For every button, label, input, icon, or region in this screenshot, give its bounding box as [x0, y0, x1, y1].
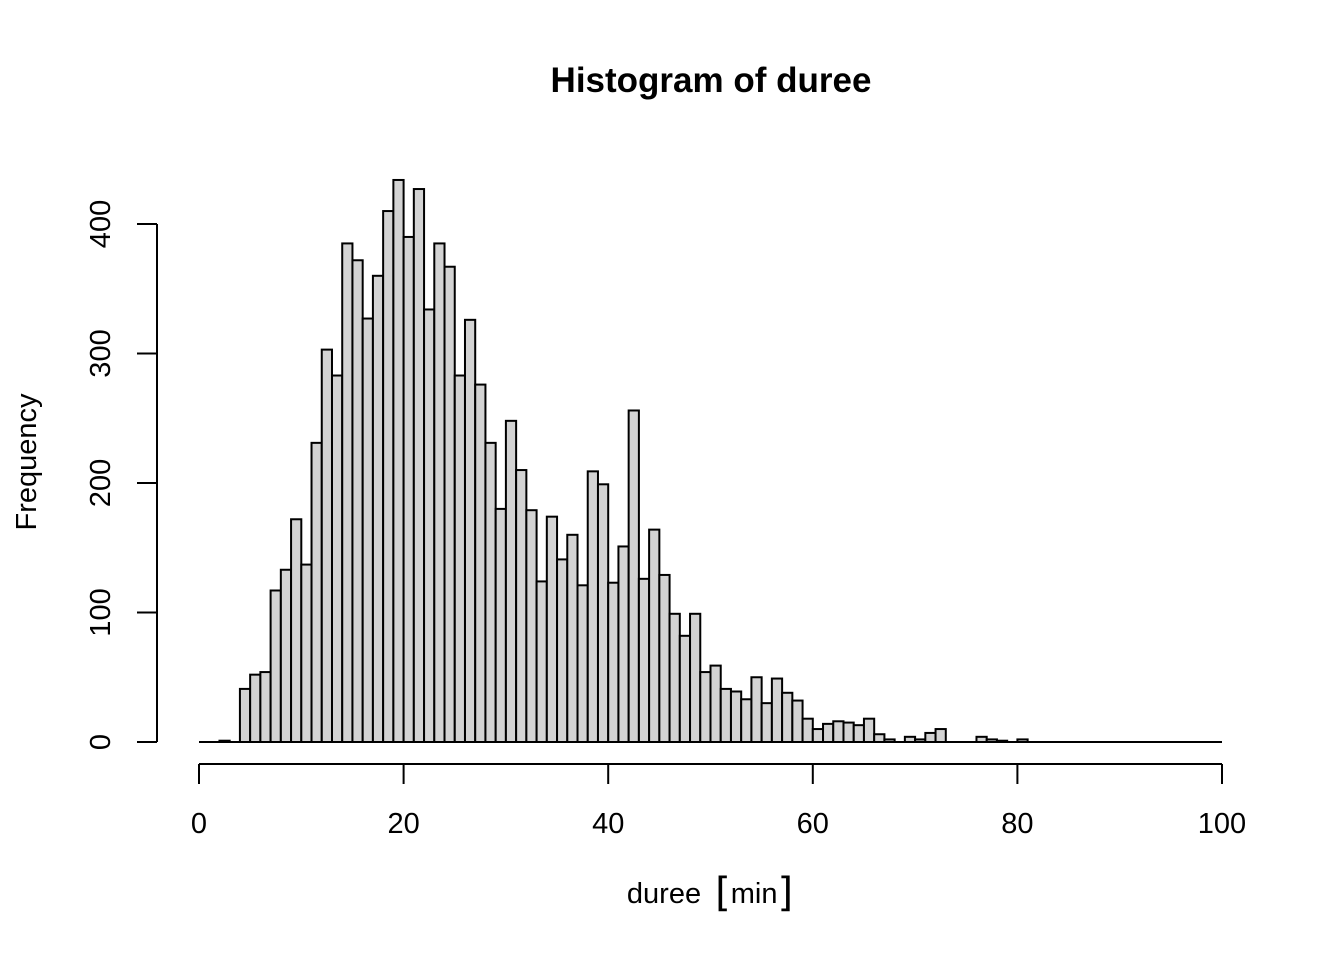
histogram-bar [658, 573, 671, 743]
histogram-bar [596, 483, 610, 743]
x-tick-label: 80 [1001, 808, 1033, 840]
histogram-bar [862, 717, 876, 744]
histogram-bar [402, 235, 415, 743]
histogram-bar [392, 178, 405, 744]
histogram-bar [924, 731, 937, 743]
histogram-bar [290, 518, 303, 744]
histogram-bar [873, 733, 886, 743]
x-axis-label-unit: min [731, 878, 778, 910]
x-tick-label: 0 [191, 808, 207, 840]
histogram-bar [627, 409, 640, 743]
y-tick-label: 200 [85, 459, 117, 507]
histogram-bar [822, 722, 835, 743]
histogram-bar [719, 687, 732, 744]
histogram-bar [545, 515, 559, 743]
histogram-bar [811, 728, 825, 743]
histogram-bar [351, 259, 364, 743]
histogram-bar [320, 348, 333, 743]
histogram-bar [760, 702, 773, 744]
histogram-bar [668, 612, 681, 743]
histogram-bar [607, 581, 620, 744]
histogram-bar [238, 687, 252, 744]
histogram-bar [934, 728, 947, 743]
bars-group [218, 178, 1029, 744]
y-tick-label: 300 [85, 329, 117, 377]
x-axis: 0 20 40 60 80 100 [191, 763, 1246, 840]
y-tick-label: 0 [85, 734, 117, 750]
histogram-bar [515, 469, 528, 743]
histogram-bar [310, 441, 323, 743]
y-axis-label: Frequency [11, 393, 43, 531]
y-tick-label: 400 [85, 200, 117, 248]
histogram-bar [699, 671, 712, 744]
histogram-bar [341, 242, 354, 744]
histogram-bar [535, 580, 548, 743]
histogram-bar [269, 589, 282, 743]
histogram-bar [637, 577, 651, 744]
histogram-bar [740, 698, 753, 744]
x-axis-label: duree [min] [627, 870, 793, 916]
x-tick-label: 40 [592, 808, 624, 840]
histogram-bar [474, 383, 487, 743]
histogram-bar [443, 265, 456, 743]
chart-title: Histogram of duree [551, 61, 872, 100]
histogram-bar [484, 441, 497, 743]
histogram-bar [678, 634, 692, 743]
histogram-bar [586, 470, 599, 743]
histogram-bar [504, 419, 518, 743]
histogram-bar [433, 242, 446, 744]
histogram-bar [791, 699, 804, 743]
histogram-bar [576, 584, 589, 743]
histogram-bar [412, 188, 426, 744]
histogram-bar [801, 717, 814, 744]
x-axis-label-open-bracket: [ [715, 870, 731, 916]
histogram-bar [330, 374, 344, 743]
x-axis-label-close-bracket: ] [777, 870, 793, 916]
histogram-bar [300, 563, 313, 744]
histogram-bar [494, 507, 507, 743]
y-tick-label: 100 [85, 588, 117, 636]
x-tick-label: 100 [1198, 808, 1246, 840]
histogram-bar [566, 533, 579, 743]
histogram-bar [556, 558, 569, 744]
histogram-bar [249, 673, 262, 743]
y-axis: 0 100 200 300 400 [85, 200, 158, 750]
histogram-bar [770, 677, 784, 743]
histogram-bar [382, 210, 395, 744]
histogram-bar [423, 308, 436, 743]
histogram-bar [729, 690, 743, 743]
histogram-bar [371, 274, 385, 743]
histogram-bar [525, 509, 538, 743]
histogram-bar [648, 528, 661, 743]
x-axis-label-name: duree [627, 878, 701, 910]
histogram-bar [832, 720, 845, 744]
histogram-bar [781, 691, 794, 743]
histogram-bar [709, 664, 722, 743]
histogram-bar [453, 374, 466, 743]
histogram-bar [463, 318, 477, 743]
histogram-bar [361, 317, 374, 743]
histogram-bar [279, 568, 293, 744]
histogram-bar [689, 612, 702, 743]
histogram-bar [750, 676, 763, 743]
histogram-bar [842, 721, 855, 744]
histogram-bar [852, 724, 865, 743]
histogram-bar [259, 671, 272, 744]
histogram-bar [617, 545, 630, 744]
x-tick-label: 20 [387, 808, 419, 840]
x-tick-label: 60 [797, 808, 829, 840]
